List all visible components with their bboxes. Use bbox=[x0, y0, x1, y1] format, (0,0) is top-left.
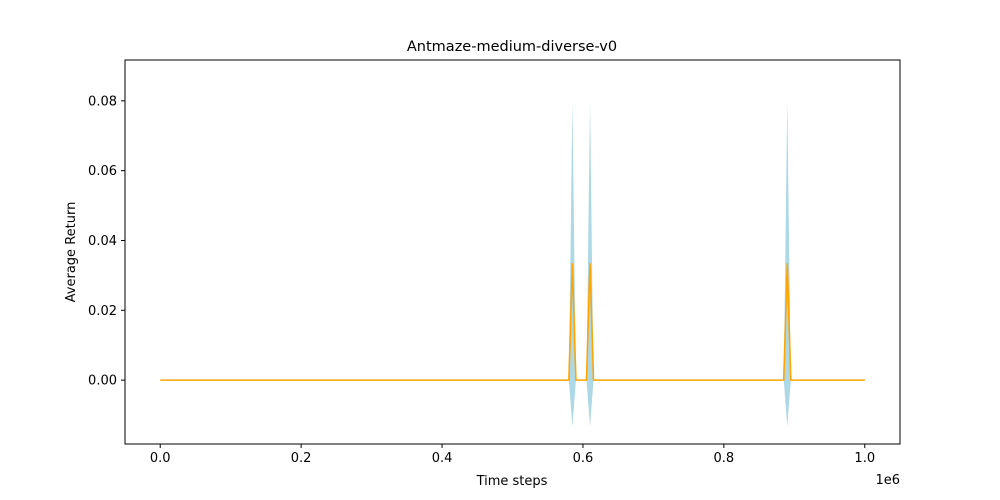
x-tick-label: 0.2 bbox=[291, 451, 312, 466]
x-axis-label: Time steps bbox=[476, 474, 548, 489]
y-tick-label: 0.06 bbox=[88, 164, 117, 179]
axes-frame bbox=[124, 59, 901, 445]
y-axis-label: Average Return bbox=[64, 202, 79, 303]
plot-area bbox=[160, 100, 865, 427]
series-0-mean-line bbox=[160, 263, 865, 381]
y-tick-label: 0.00 bbox=[88, 374, 117, 389]
y-tick-label: 0.04 bbox=[88, 234, 117, 249]
x-offset-label: 1e6 bbox=[875, 473, 900, 488]
x-tick-label: 0.0 bbox=[150, 451, 171, 466]
x-tick-label: 1.0 bbox=[854, 451, 875, 466]
y-tick-label: 0.02 bbox=[88, 304, 117, 319]
chart-title: Antmaze-medium-diverse-v0 bbox=[407, 39, 617, 55]
x-tick-label: 0.6 bbox=[573, 451, 594, 466]
y-tick-label: 0.08 bbox=[88, 94, 117, 109]
axes: 0.0 0.2 0.4 0.6 0.8 1.0 0.00 0.02 0.04 0.06 0.08 bbox=[88, 59, 901, 466]
x-tick-label: 0.8 bbox=[714, 451, 735, 466]
x-tick-label: 0.4 bbox=[432, 451, 453, 466]
